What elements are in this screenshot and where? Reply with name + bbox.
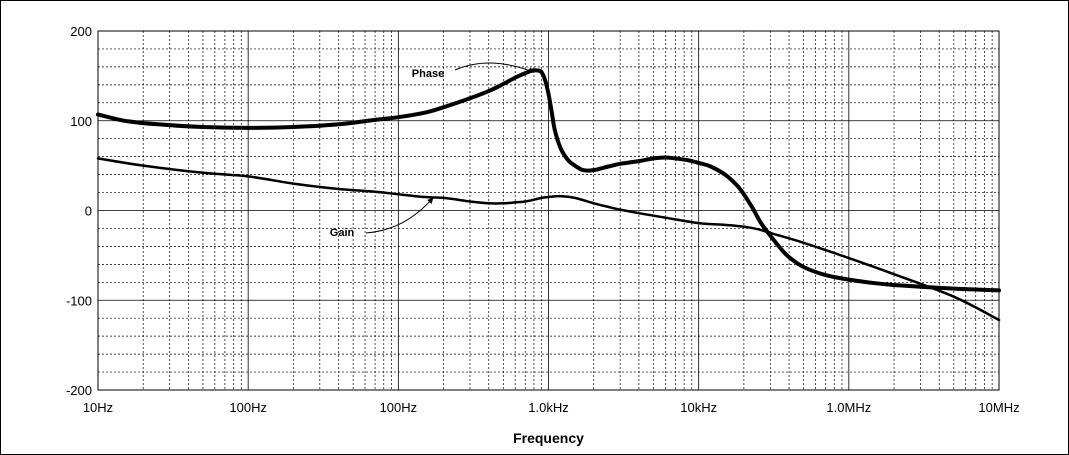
x-tick-label: 10kHz <box>680 400 717 415</box>
x-tick-label: 10Hz <box>83 400 113 415</box>
y-tick-label: 200 <box>70 24 92 39</box>
annotation-layer: Phase Gain <box>330 62 535 239</box>
x-tick-label: 100Hz <box>380 400 418 415</box>
series-layer <box>96 68 1001 322</box>
annotation-phase: Phase <box>412 68 444 80</box>
annotation-arrow-gain <box>365 197 434 234</box>
x-tick-label: 1.0kHz <box>528 400 568 415</box>
series-line-phase <box>96 68 1001 293</box>
y-tick-label: -200 <box>66 383 92 398</box>
y-tick-label: 0 <box>85 204 92 219</box>
x-tick-label: 10MHz <box>978 400 1019 415</box>
y-tick-labels: 200 100 0 -100 -200 <box>66 24 92 398</box>
x-tick-labels: 10Hz 100Hz 100Hz 1.0kHz 10kHz 1.0MHz 10MHz <box>83 400 1020 415</box>
plot-area-border <box>97 30 1000 391</box>
y-tick-label: -100 <box>66 293 92 308</box>
x-axis-title: Frequency <box>513 430 584 446</box>
x-tick-label: 100Hz <box>229 400 267 415</box>
y-tick-label: 100 <box>70 114 92 129</box>
x-tick-label: 1.0MHz <box>826 400 871 415</box>
annotation-arrow-phase <box>454 62 535 74</box>
annotation-gain: Gain <box>330 227 355 239</box>
series-line-gain <box>96 157 1001 322</box>
